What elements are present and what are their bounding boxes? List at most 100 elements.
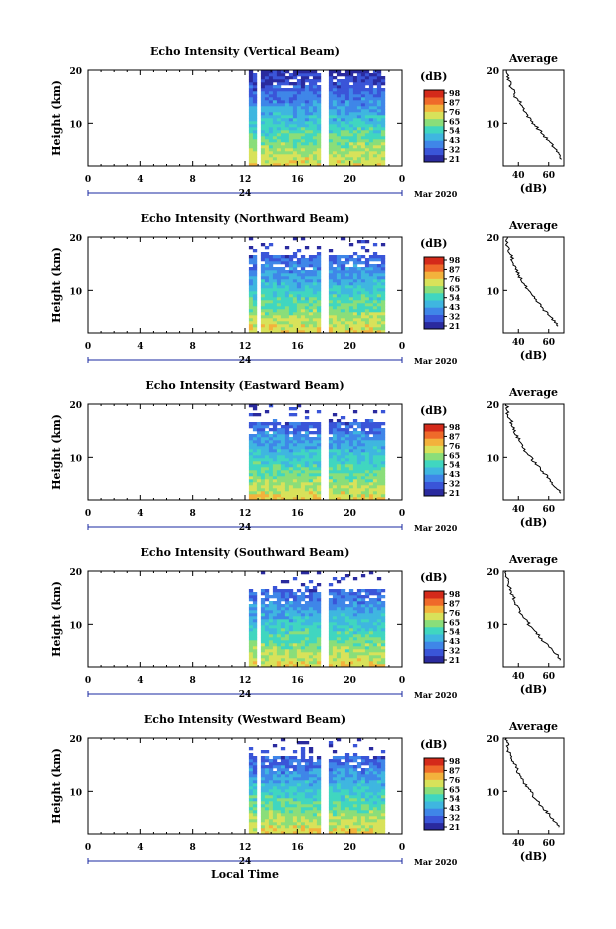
heatmap-cell (368, 777, 374, 781)
heatmap-cell (360, 285, 366, 289)
heatmap-cell (288, 476, 294, 480)
heatmap-cell (332, 273, 338, 277)
heatmap-cell (252, 315, 258, 319)
heatmap-cell (336, 789, 342, 793)
heatmap-cell (292, 330, 298, 334)
heatmap-cell (340, 622, 346, 626)
heatmap-cell (352, 622, 358, 626)
heatmap-cell (300, 646, 306, 650)
heatmap-cell (248, 771, 254, 775)
y-tick-label: 10 (69, 120, 82, 130)
heatmap-cell (264, 315, 270, 319)
heatmap-cell (340, 601, 346, 605)
heatmap-cell (344, 151, 350, 155)
heatmap-cell (260, 759, 266, 763)
heatmap-cell (292, 267, 298, 271)
heatmap-cell (372, 637, 378, 641)
heatmap-cell (272, 804, 278, 808)
heatmap-cell (364, 458, 370, 462)
heatmap-cell (312, 783, 318, 787)
heatmap-cell (364, 795, 370, 799)
heatmap-cell (288, 306, 294, 310)
heatmap-cell (364, 631, 370, 635)
heatmap-cell (248, 291, 254, 295)
heatmap-cell (328, 273, 334, 277)
heatmap-cell (316, 604, 322, 608)
heatmap-cell (260, 619, 266, 623)
heatmap-cell (360, 476, 366, 480)
heatmap-cell (340, 437, 346, 441)
heatmap-cell (300, 79, 306, 83)
heatmap-cell (284, 610, 290, 614)
heatmap-cell (376, 73, 382, 77)
heatmap-cell (344, 154, 350, 158)
heatmap-cell (364, 822, 370, 826)
colorbar-swatch (424, 293, 444, 301)
heatmap-cell (252, 628, 258, 632)
heatmap-cell (268, 637, 274, 641)
heatmap-cell (284, 592, 290, 596)
heatmap-cell (296, 440, 302, 444)
heatmap-cell (292, 646, 298, 650)
heatmap-cell (260, 327, 266, 331)
heatmap-cell (304, 461, 310, 465)
heatmap-cell (292, 765, 298, 769)
heatmap-cell (268, 476, 274, 480)
heatmap-cell (360, 816, 366, 820)
heatmap-cell (360, 82, 366, 86)
heatmap-cell (312, 610, 318, 614)
heatmap-cell (272, 601, 278, 605)
heatmap-cell (312, 315, 318, 319)
heatmap-cell (252, 103, 258, 107)
heatmap-cell (276, 789, 282, 793)
heatmap-cell (300, 789, 306, 793)
heatmap-cell (272, 446, 278, 450)
heatmap-cell (276, 106, 282, 110)
heatmap-cell (372, 658, 378, 662)
heatmap-cell (308, 601, 314, 605)
heatmap-cell (336, 312, 342, 316)
heatmap-cell (372, 816, 378, 820)
heatmap-cell (264, 649, 270, 653)
heatmap-cell (348, 97, 354, 101)
heatmap-cell (248, 154, 254, 158)
heatmap-cell (276, 825, 282, 829)
heatmap-cell (336, 154, 342, 158)
beam-panel-3: Echo Intensity (Eastward Beam)2010Height… (50, 379, 565, 533)
heatmap-cell (364, 452, 370, 456)
heatmap-cell (300, 106, 306, 110)
heatmap-cell (364, 121, 370, 125)
heatmap-cell (336, 497, 342, 501)
heatmap-cell (328, 774, 334, 778)
heatmap-cell (356, 792, 362, 796)
heatmap-cell (300, 810, 306, 814)
heatmap-cells (248, 237, 386, 334)
heatmap-cell (352, 473, 358, 477)
heatmap-cell (308, 88, 314, 92)
heatmap-cell (276, 91, 282, 95)
heatmap-cell (352, 321, 358, 325)
heatmap-cell (364, 810, 370, 814)
heatmap-cell (300, 330, 306, 334)
heatmap-cell (308, 795, 314, 799)
heatmap-cell (360, 142, 366, 146)
heatmap-cell (252, 446, 258, 450)
heatmap-cell (328, 124, 334, 128)
heatmap-cell (364, 619, 370, 623)
heatmap-cell (280, 786, 286, 790)
heatmap-cell (288, 282, 294, 286)
heatmap-cell (252, 422, 258, 426)
heatmap-cell (348, 828, 354, 832)
x-tick-label: 0 (85, 509, 91, 519)
heatmap-cell (336, 94, 342, 98)
heatmap-cell (340, 595, 346, 599)
x-tick-label: 20 (343, 342, 356, 352)
heatmap-cell (252, 249, 258, 253)
heatmap-cell (248, 825, 254, 829)
heatmap-cell (300, 494, 306, 498)
heatmap-cell (264, 264, 270, 268)
heatmap-cell (268, 604, 274, 608)
heatmap-cell (352, 485, 358, 489)
heatmap-cell (328, 640, 334, 644)
heatmap-cell (340, 473, 346, 477)
